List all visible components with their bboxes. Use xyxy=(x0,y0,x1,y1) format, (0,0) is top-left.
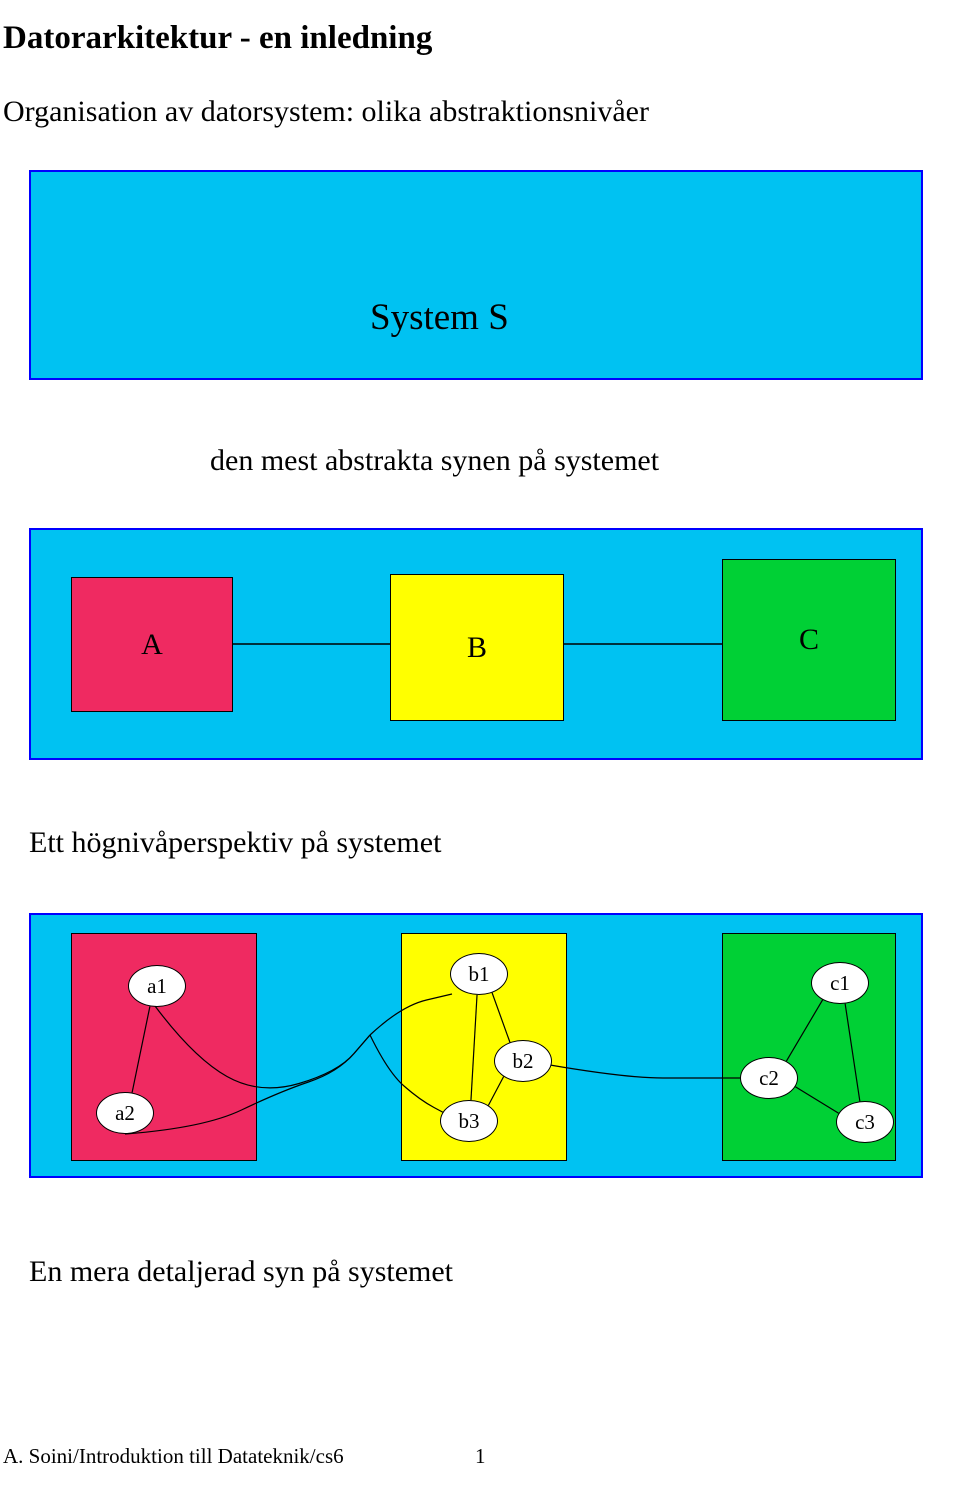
node-b2: b2 xyxy=(494,1040,552,1082)
block-a: A xyxy=(71,577,233,712)
node-c2: c2 xyxy=(740,1057,798,1099)
page-subtitle: Organisation av datorsystem: olika abstr… xyxy=(3,95,649,129)
node-b3: b3 xyxy=(440,1100,498,1142)
block-c: C xyxy=(722,559,896,721)
caption-level3: En mera detaljerad syn på systemet xyxy=(29,1255,453,1289)
node-a1: a1 xyxy=(128,965,186,1007)
footer-text: A. Soini/Introduktion till Datateknik/cs… xyxy=(3,1444,943,1469)
node-c3: c3 xyxy=(836,1101,894,1143)
block-b: B xyxy=(390,574,564,721)
system-s-label: System S xyxy=(370,296,509,339)
panel-level1 xyxy=(29,170,923,380)
node-a2: a2 xyxy=(96,1092,154,1134)
node-c1: c1 xyxy=(811,962,869,1004)
node-b1: b1 xyxy=(450,953,508,995)
page-title: Datorarkitektur - en inledning xyxy=(3,20,432,57)
page-number: 1 xyxy=(475,1444,486,1469)
caption-level1: den mest abstrakta synen på systemet xyxy=(210,444,659,478)
caption-level2: Ett högnivåperspektiv på systemet xyxy=(29,826,441,860)
